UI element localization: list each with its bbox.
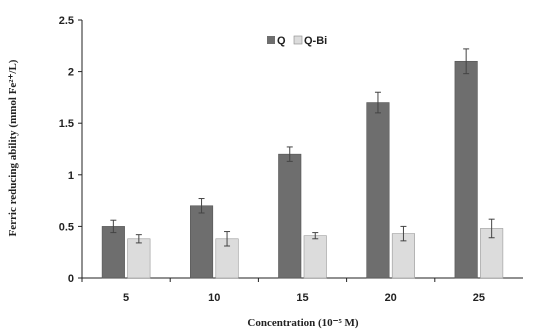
x-tick-label: 25 <box>473 292 485 304</box>
y-tick-label: 2 <box>68 67 74 79</box>
x-axis-title: Concentration (10⁻⁵ M) <box>247 317 358 329</box>
legend-swatch-q <box>267 36 275 44</box>
bar-q-5 <box>101 226 125 279</box>
x-tick-label: 5 <box>123 292 129 304</box>
bar-q-25 <box>454 60 478 279</box>
y-tick-label: 1 <box>68 170 74 182</box>
y-tick-label: 0.5 <box>59 221 74 233</box>
x-tick-label: 15 <box>296 292 308 304</box>
y-tick-label: 0 <box>68 273 74 285</box>
x-tick-label: 10 <box>208 292 220 304</box>
bar-q-20 <box>366 102 390 279</box>
legend-label-q: Q <box>277 35 286 47</box>
bar-q-15 <box>278 153 302 279</box>
legend-swatch-q-bi <box>293 35 303 45</box>
legend: Q Q-Bi <box>267 35 327 47</box>
x-tick-label: 20 <box>385 292 397 304</box>
bar-q-10 <box>190 205 214 279</box>
y-axis-title: Ferric reducing ability (mmol Fe²⁺/L) <box>7 59 19 236</box>
bar-q-bi-15 <box>303 235 327 279</box>
bar-q-bi-5 <box>127 238 151 279</box>
y-tick-label: 2.5 <box>59 15 74 27</box>
y-tick-label: 1.5 <box>59 118 74 130</box>
legend-label-q-bi: Q-Bi <box>304 35 327 47</box>
